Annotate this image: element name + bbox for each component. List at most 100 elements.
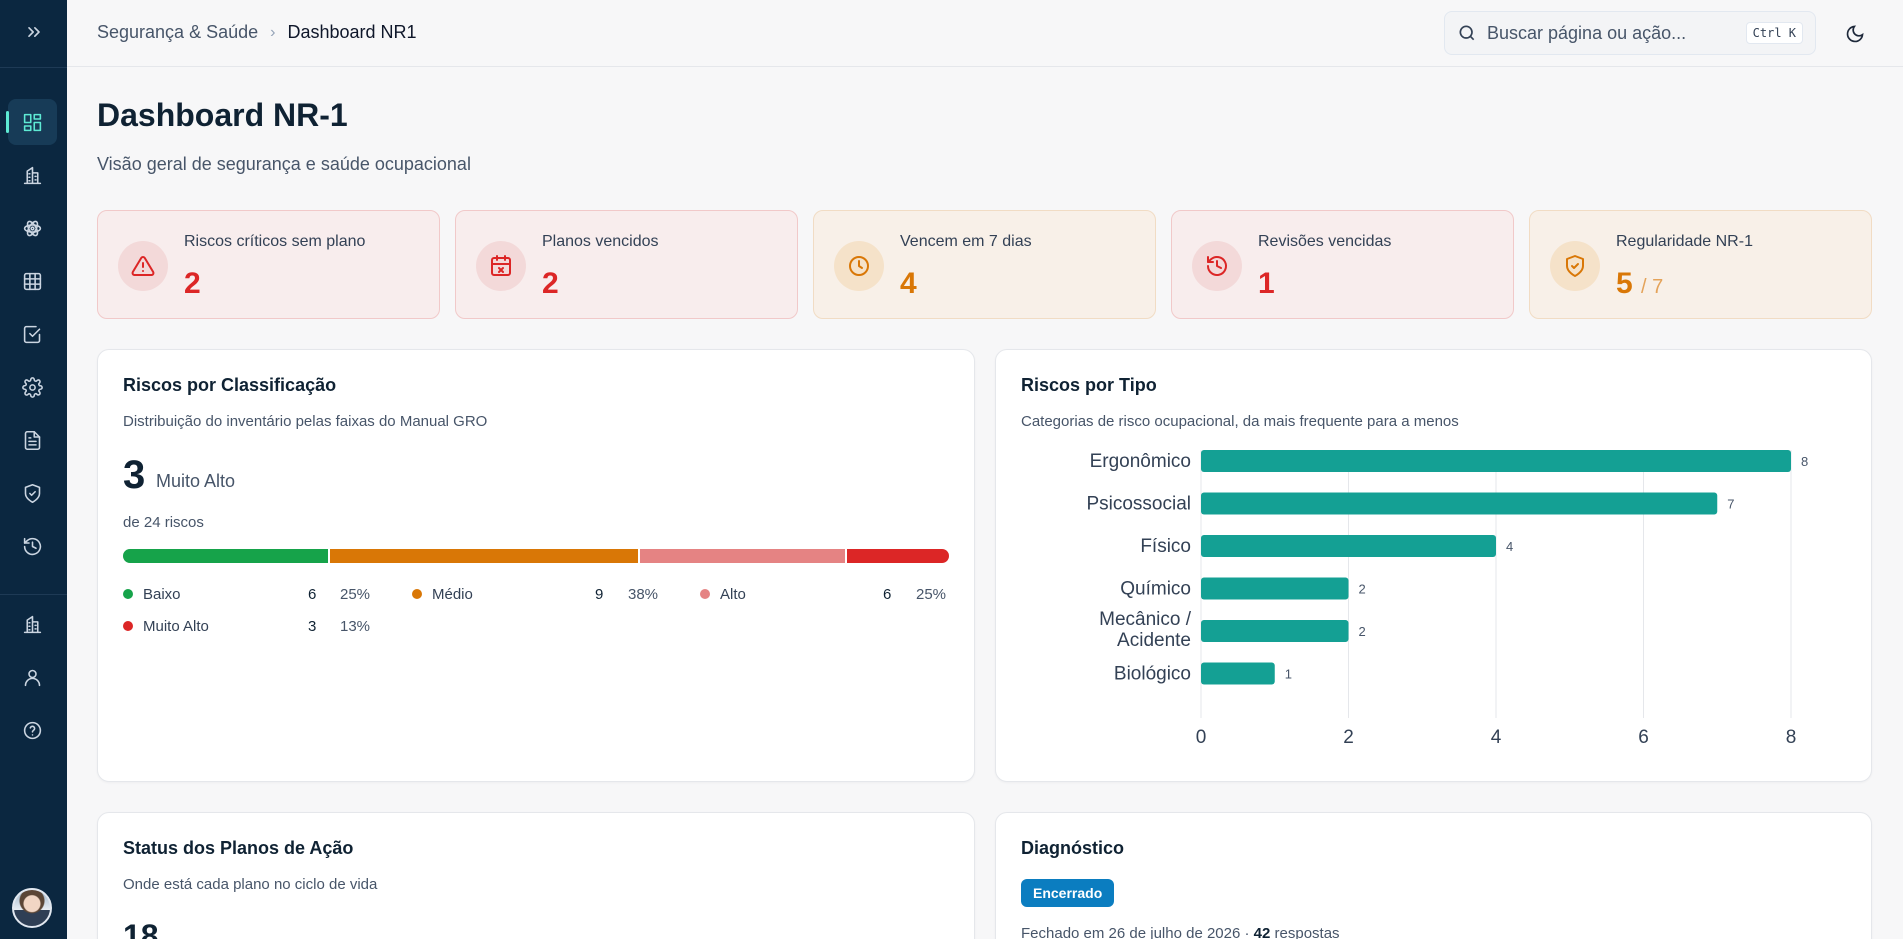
layout-dashboard-icon [23,113,42,131]
user-icon [24,669,41,686]
category-label: Químico [1120,579,1191,600]
category-label: Mecânico / [1099,609,1192,630]
sidebar-item-ajuda[interactable] [8,707,57,753]
stack-segment [639,549,845,563]
responses-label: respostas [1270,925,1340,939]
category-label: Físico [1140,536,1191,557]
sidebar-item-usuario[interactable] [8,654,57,700]
kpi-label: Riscos críticos sem plano [184,233,366,250]
sidebar-item-documentos[interactable] [8,417,57,463]
legend-pct: 25% [916,586,947,603]
category-label: Acidente [1117,630,1191,651]
bar [1201,620,1349,642]
x-tick-label: 6 [1638,727,1649,748]
kpi-card-revisoes-vencidas[interactable]: Revisões vencidas 1 [1171,210,1514,319]
kpi-card-vencem-7-dias[interactable]: Vencem em 7 dias 4 [813,210,1156,319]
check-square-icon [23,325,41,343]
legend-label: Alto [720,585,746,603]
plans-total: 18 [123,918,159,939]
alert-triangle-icon [118,241,168,291]
bar [1201,492,1718,515]
highlight-label: Muito Alto [156,471,236,491]
page-subtitle: Visão geral de segurança e saúde ocupaci… [97,154,471,174]
bar [1201,662,1275,685]
kpi-label: Planos vencidos [542,233,659,250]
chevrons-right-icon[interactable] [0,0,67,64]
sidebar-item-organizacao[interactable] [8,601,57,647]
kpi-card-criticos-sem-plano[interactable]: Riscos críticos sem plano 2 [97,210,440,319]
shield-check-icon [24,483,41,503]
kpi-label: Regularidade NR-1 [1616,233,1753,250]
kpi-value: 1 [1258,267,1275,300]
panel-diagnostico: Diagnóstico Encerrado Fechado em 26 de j… [995,812,1872,939]
sidebar-item-historico[interactable] [8,523,57,569]
sidebar-item-planos[interactable] [8,311,57,357]
sidebar-item-empresas[interactable] [8,152,57,198]
sidebar-item-dashboard[interactable] [6,99,57,145]
sidebar-item-matriz[interactable] [8,258,57,304]
panel-title: Riscos por Classificação [123,375,337,395]
panel-status-planos: Status dos Planos de Ação Onde está cada… [97,812,975,939]
breadcrumb-current: Dashboard NR1 [287,22,417,42]
avatar[interactable] [12,888,52,928]
breadcrumb-parent-link[interactable]: Segurança & Saúde [97,22,259,42]
kpi-label: Revisões vencidas [1258,233,1392,250]
sidebar-divider [0,67,67,68]
clock-icon [834,241,884,291]
panel-title: Diagnóstico [1021,838,1125,858]
legend-label: Baixo [143,585,181,603]
sidebar-item-riscos[interactable] [8,205,57,251]
legend-dot [123,621,133,631]
sidebar-item-config[interactable] [8,364,57,410]
bar [1201,450,1791,472]
panel-subtitle: Onde está cada plano no ciclo de vida [123,876,378,893]
help-circle-icon [23,721,42,739]
building-icon [23,166,42,184]
shield-check-icon [1550,241,1600,291]
sidebar-divider [0,594,67,595]
calendar-x-icon [476,241,526,291]
breadcrumb: Segurança & Saúde › Dashboard NR1 [97,22,417,43]
search-shortcut: Ctrl K [1745,22,1803,44]
legend-item-medio: Médio [412,584,473,604]
search-box[interactable]: Ctrl K [1444,11,1816,55]
search-icon [1459,25,1475,41]
history-icon [23,537,42,555]
kpi-card-regularidade-nr1[interactable]: Regularidade NR-1 5 / 7 [1529,210,1872,319]
page-title: Dashboard NR-1 [97,97,348,133]
legend-pct: 13% [340,618,371,635]
top-header: Segurança & Saúde › Dashboard NR1 Ctrl K [67,0,1903,67]
panel-title: Riscos por Tipo [1021,375,1157,395]
kpi-value: 4 [900,267,917,300]
history-icon [1192,241,1242,291]
x-tick-label: 4 [1491,727,1502,748]
legend-pct: 38% [628,586,659,603]
legend-item-baixo: Baixo [123,584,181,604]
theme-toggle-button[interactable] [1835,14,1875,54]
total-label: de 24 riscos [123,514,204,531]
stack-segment [123,549,328,563]
grid-icon [23,272,42,290]
bar [1201,577,1349,600]
legend-count: 3 [308,618,317,635]
category-label: Psicossocial [1086,494,1191,515]
legend-label: Médio [432,585,473,603]
classification-stacked-bar [123,549,949,563]
data-label: 2 [1359,582,1366,597]
legend-count: 6 [883,586,892,603]
x-tick-label: 2 [1343,727,1354,748]
legend-item-alto: Alto [700,584,746,604]
data-label: 4 [1506,539,1513,554]
data-label: 7 [1727,497,1734,512]
sidebar-item-seguranca[interactable] [8,470,57,516]
panel-title: Status dos Planos de Ação [123,838,354,858]
kpi-value-suffix: / 7 [1641,276,1664,298]
legend-count: 6 [308,586,317,603]
kpi-value: 2 [184,267,201,300]
responses-count: 42 [1253,925,1271,939]
kpi-card-planos-vencidos[interactable]: Planos vencidos 2 [455,210,798,319]
search-input[interactable] [1487,22,1727,44]
building-icon [23,615,42,633]
moon-icon [1846,25,1864,43]
x-tick-label: 0 [1196,727,1207,748]
